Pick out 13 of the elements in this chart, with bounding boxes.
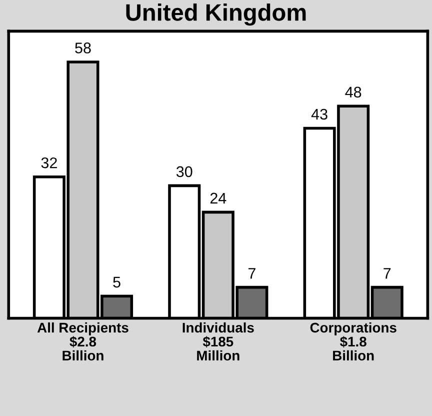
x-tick-label: Corporations $1.8 Billion	[310, 322, 396, 361]
data-label: 24	[210, 192, 226, 204]
x-tick-label: All Recipients $2.8 Billion	[37, 322, 128, 361]
data-label: 30	[176, 166, 192, 178]
chart-title: United Kingdom	[126, 4, 306, 26]
data-label: 58	[75, 42, 91, 54]
data-label: 7	[248, 268, 256, 279]
data-label: 43	[311, 108, 328, 120]
data-label: 32	[41, 157, 57, 168]
data-label: 5	[113, 276, 120, 288]
x-tick-label: Individuals $185 Million	[182, 322, 254, 361]
data-label: 7	[384, 268, 391, 279]
data-label: 48	[345, 86, 362, 98]
